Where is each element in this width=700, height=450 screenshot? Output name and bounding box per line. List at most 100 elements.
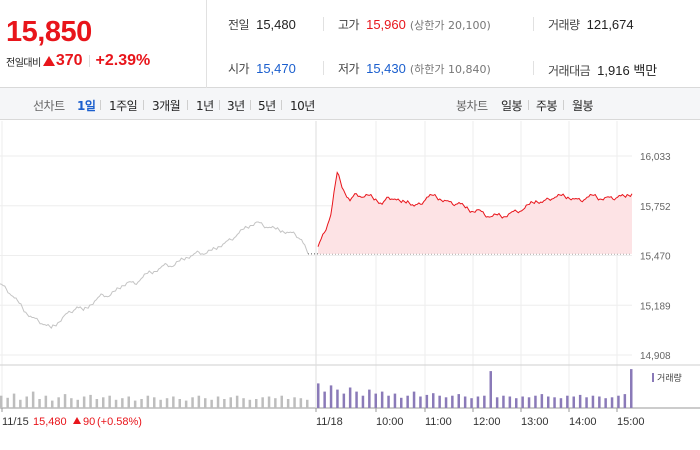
stat-label: 저가 (338, 62, 360, 76)
volume-bar (140, 399, 143, 408)
volume-bar (102, 397, 105, 408)
volume-legend-swatch (652, 373, 654, 382)
volume-bar (368, 389, 371, 408)
volume-bar (229, 397, 232, 408)
volume-bar (553, 397, 556, 408)
volume-bar (114, 399, 118, 408)
volume-bar (242, 398, 245, 408)
price-chart-svg: 16,033 15,752 15,470 15,189 14,908 거래량 11/15 11… (0, 121, 700, 428)
line-chart-label: 선차트 (33, 99, 65, 113)
volume-bar (374, 393, 377, 408)
volume-bar (387, 395, 390, 408)
volume-bar (31, 391, 35, 408)
volume-bar (274, 398, 277, 408)
stat-amount: 거래대금 1,916 백만 (548, 60, 657, 79)
y-tick-label: 16,033 (640, 152, 671, 163)
y-tick-label: 15,752 (640, 202, 671, 213)
volume-bar (197, 395, 201, 408)
volume-bar (400, 397, 403, 409)
volume-bar (255, 399, 258, 408)
change-percent: +2.39% (95, 52, 151, 69)
volume-bar (432, 393, 435, 408)
period-10y[interactable]: 10년 (290, 99, 315, 113)
change-line: 전일대비 370 +2.39% (6, 52, 206, 70)
candle-weekly[interactable]: 주봉 (536, 99, 558, 113)
period-3m[interactable]: 3개월 (152, 99, 181, 113)
volume-bar (521, 396, 524, 408)
volume-bar (540, 394, 544, 408)
stat-value: 15,960 (366, 17, 406, 32)
period-toolbar: 선차트 1일 1주일 3개월 1년 3년 5년 10년 봉차트 일봉 주봉 월봉 (0, 88, 700, 120)
up-triangle-icon (42, 56, 55, 66)
volume-bar (585, 397, 588, 408)
volume-bar (70, 398, 73, 408)
volume-bar (483, 395, 486, 408)
divider (533, 17, 534, 31)
stat-label: 전일 (228, 18, 250, 32)
stat-sub: (상한가 20,100) (409, 19, 491, 32)
volume-bar (323, 391, 326, 408)
volume-bar (604, 398, 607, 408)
volume-bar (306, 399, 309, 408)
period-1y[interactable]: 1년 (196, 99, 214, 113)
volume-bar (216, 396, 220, 408)
candle-daily[interactable]: 일봉 (501, 99, 523, 113)
volume-bar (235, 395, 239, 408)
divider (528, 100, 529, 110)
volume-bar (133, 400, 137, 408)
x-tick-label: 15:00 (617, 416, 645, 428)
prev-day-change: 90 (83, 416, 95, 428)
volume-bar (566, 395, 569, 408)
volume-bar (191, 397, 194, 408)
period-1d[interactable]: 1일 (77, 99, 96, 113)
volume-bar (6, 397, 9, 409)
volume-bar (610, 397, 614, 408)
change-label: 전일대비 (6, 57, 41, 69)
volume-bar (438, 395, 441, 408)
stat-sub: (하한가 10,840) (409, 63, 491, 76)
divider (533, 61, 534, 75)
volume-bar (527, 397, 531, 408)
volume-bar (204, 398, 207, 408)
period-1w[interactable]: 1주일 (109, 99, 138, 113)
stat-value: 15,470 (256, 61, 296, 76)
volume-bar (451, 395, 454, 408)
candle-monthly[interactable]: 월봉 (572, 99, 594, 113)
volume-bar (261, 397, 264, 408)
period-3y[interactable]: 3년 (227, 99, 245, 113)
volume-bar (0, 395, 3, 408)
price-line-11-18 (317, 171, 633, 247)
divider (323, 17, 324, 31)
volume-bar (267, 396, 271, 408)
volume-bar (419, 396, 422, 408)
volume-bar (280, 395, 283, 408)
volume-bar (89, 394, 92, 408)
period-5y[interactable]: 5년 (258, 99, 276, 113)
price-line-11-15 (0, 221, 309, 329)
volume-bar (412, 391, 416, 408)
volume-bar (63, 394, 67, 408)
volume-bar (127, 396, 130, 408)
prev-day-price: 15,480 (33, 416, 67, 428)
volume-bar (630, 369, 633, 408)
volume-bar (342, 393, 346, 408)
divider (250, 100, 251, 110)
volume-bar (393, 393, 397, 408)
volume-bar (25, 396, 28, 408)
volume-bar (547, 396, 550, 408)
volume-bar (19, 399, 22, 408)
volume-bar (12, 393, 16, 408)
x-tick-label: 10:00 (376, 416, 404, 428)
volume-bar (165, 398, 169, 408)
prev-day-change-pct: (+0.58%) (97, 416, 142, 428)
price-area-11-18 (318, 172, 632, 254)
volume-bar (95, 399, 99, 408)
stat-label: 거래량 (548, 18, 580, 32)
stat-volume: 거래량 121,674 (548, 16, 634, 33)
volume-bar (425, 394, 429, 408)
price-box: 15,850 전일대비 370 +2.39% (0, 0, 207, 88)
volume-bar (476, 396, 480, 408)
volume-bar (508, 396, 512, 408)
stat-label: 고가 (338, 18, 360, 32)
stat-label: 거래대금 (548, 64, 591, 78)
